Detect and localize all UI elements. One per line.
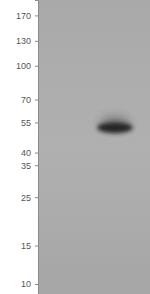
y-tick-mark (35, 153, 38, 154)
y-tick-label: 25 (21, 193, 31, 203)
y-tick-label: 40 (21, 148, 31, 158)
y-tick-label: 70 (21, 95, 31, 105)
y-tick-mark (35, 165, 38, 166)
y-tick-label: 35 (21, 161, 31, 171)
membrane (38, 0, 150, 294)
y-tick-mark (35, 246, 38, 247)
y-tick-mark (35, 41, 38, 42)
y-tick: 40 (21, 148, 38, 158)
y-tick-mark (35, 284, 38, 285)
y-tick-mark (35, 66, 38, 67)
y-tick-label: 130 (16, 36, 31, 46)
band-core (97, 122, 132, 133)
y-tick-label: 170 (16, 11, 31, 21)
blot-figure: 170 130 100 70 55 40 35 25 15 10 (0, 0, 150, 294)
y-tick: 130 (16, 36, 38, 46)
y-tick-label: 55 (21, 118, 31, 128)
y-tick: 10 (21, 279, 38, 289)
lanes (97, 116, 132, 134)
y-tick: 15 (21, 241, 38, 251)
y-tick: 35 (21, 161, 38, 171)
y-tick-label: 10 (21, 279, 31, 289)
y-tick: 100 (16, 61, 38, 71)
y-tick: 170 (16, 11, 38, 21)
y-axis-line (35, 1, 39, 294)
band (97, 116, 132, 134)
y-tick-label: 100 (16, 61, 31, 71)
y-tick-mark (35, 15, 38, 16)
y-tick: 70 (21, 95, 38, 105)
y-axis: 170 130 100 70 55 40 35 25 15 10 (16, 1, 39, 294)
y-tick-label: 15 (21, 241, 31, 251)
y-tick: 55 (21, 118, 38, 128)
y-tick: 25 (21, 193, 38, 203)
y-tick-mark (35, 122, 38, 123)
y-tick-mark (35, 100, 38, 101)
y-tick-mark (35, 197, 38, 198)
